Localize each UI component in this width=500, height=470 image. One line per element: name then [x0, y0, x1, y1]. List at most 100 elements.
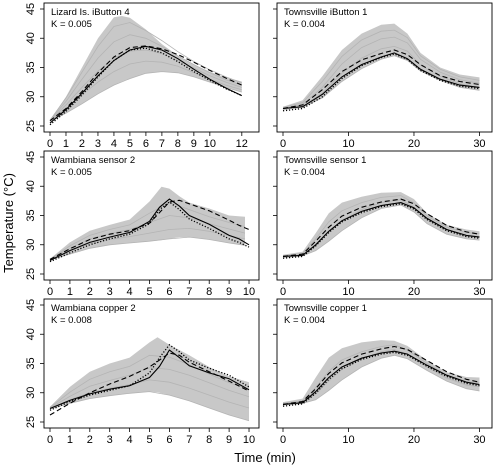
- figure-y-axis-label: Temperature (°C): [1, 173, 16, 273]
- ensemble-line: [282, 195, 480, 257]
- x-tick-label: 6: [166, 286, 172, 298]
- x-tick-label: 9: [191, 138, 197, 150]
- x-tick-label: 0: [280, 138, 286, 150]
- x-tick-label: 2: [87, 434, 93, 446]
- x-tick-label: 3: [107, 286, 113, 298]
- ensemble-line: [49, 379, 250, 409]
- ensemble-band: [283, 23, 480, 110]
- panel-title: Wambiana copper 2: [51, 303, 136, 314]
- ensemble-line: [49, 34, 242, 121]
- series-line-solid: [49, 349, 250, 410]
- ensemble-line: [49, 202, 246, 260]
- ensemble-line: [49, 391, 250, 422]
- ensemble-line: [282, 354, 480, 406]
- panel-title: Lizard Is. iButton 4: [51, 7, 130, 18]
- x-tick-label: 7: [186, 286, 192, 298]
- x-tick-label: 9: [226, 434, 232, 446]
- panel-annotation: K = 0.005: [51, 19, 92, 30]
- panel-title: Townsville sensor 1: [284, 155, 366, 166]
- series-line-dashed: [282, 49, 480, 110]
- panel-annotation: K = 0.004: [284, 315, 325, 326]
- x-tick-label: 2: [79, 138, 85, 150]
- ensemble-line: [282, 36, 480, 109]
- x-tick-label: 8: [206, 434, 212, 446]
- y-tick-label: 45: [25, 3, 37, 15]
- x-tick-label: 30: [473, 286, 485, 298]
- y-tick-label: 45: [25, 151, 37, 163]
- ensemble-line: [49, 71, 242, 122]
- chart-panel: 0 10 20 30 Townsville sensor 1K = 0.004: [273, 150, 493, 298]
- y-tick-label: 30: [25, 239, 37, 251]
- ensemble-band: [50, 16, 242, 122]
- x-tick-label: 30: [473, 434, 485, 446]
- x-tick-label: 0: [280, 286, 286, 298]
- x-tick-label: 4: [111, 138, 117, 150]
- x-tick-label: 10: [243, 434, 255, 446]
- panel-annotation: K = 0.008: [51, 315, 92, 326]
- y-tick-label: 30: [25, 91, 37, 103]
- y-tick-label: 25: [25, 120, 37, 132]
- series-line-dashed: [49, 45, 243, 122]
- series-line-solid: [49, 45, 243, 124]
- series-line-dotted: [282, 53, 480, 112]
- plot-area: [49, 186, 250, 263]
- x-tick-label: 7: [159, 138, 165, 150]
- chart-panel: 0 10 20 30 Townsville iButton 1K = 0.004: [273, 2, 493, 150]
- ensemble-line: [49, 236, 246, 261]
- x-tick-label: 12: [236, 138, 248, 150]
- series-line-dashed: [49, 199, 250, 260]
- ensemble-line: [282, 29, 480, 108]
- x-tick-label: 9: [226, 286, 232, 298]
- plot-area: [282, 340, 480, 407]
- panel-title: Townsville copper 1: [284, 303, 367, 314]
- x-tick-label: 3: [107, 434, 113, 446]
- y-tick-label: 35: [25, 61, 37, 73]
- panel-annotation: K = 0.004: [284, 19, 325, 30]
- x-tick-label: 8: [175, 138, 181, 150]
- x-tick-label: 0: [47, 286, 53, 298]
- series-line-solid: [49, 198, 250, 261]
- plot-area: [49, 337, 250, 422]
- x-tick-label: 5: [127, 138, 133, 150]
- x-tick-label: 20: [408, 286, 420, 298]
- x-tick-label: 30: [473, 138, 485, 150]
- y-tick-label: 40: [25, 328, 37, 340]
- x-tick-label: 5: [146, 286, 152, 298]
- x-tick-label: 1: [67, 286, 73, 298]
- x-tick-label: 1: [63, 138, 69, 150]
- ensemble-line: [282, 55, 480, 110]
- x-tick-label: 7: [186, 434, 192, 446]
- ensemble-line: [49, 49, 242, 121]
- x-tick-label: 8: [206, 286, 212, 298]
- x-tick-label: 4: [127, 286, 133, 298]
- y-tick-label: 40: [25, 180, 37, 192]
- x-tick-label: 2: [87, 286, 93, 298]
- series-line-dashed: [282, 345, 480, 405]
- panel-annotation: K = 0.005: [51, 167, 92, 178]
- ensemble-band: [283, 340, 480, 405]
- series-line-dashed: [282, 198, 480, 257]
- x-tick-label: 10: [342, 138, 354, 150]
- y-tick-label: 40: [25, 32, 37, 44]
- x-tick-label: 20: [408, 138, 420, 150]
- y-tick-label: 35: [25, 357, 37, 369]
- series-line-solid: [282, 202, 480, 257]
- ensemble-line: [282, 204, 480, 258]
- x-tick-label: 3: [95, 138, 101, 150]
- ensemble-line: [49, 227, 246, 261]
- ensemble-line: [282, 45, 480, 110]
- series-line-solid: [282, 52, 480, 110]
- chart-panel: 0 10 20 30 Townsville copper 1K = 0.004: [273, 298, 493, 446]
- y-tick-label: 35: [25, 209, 37, 221]
- x-tick-label: 10: [243, 286, 255, 298]
- series-line-dashed: [49, 352, 250, 416]
- plot-area: [282, 192, 480, 259]
- series-line-dotted: [49, 47, 243, 126]
- y-tick-label: 25: [25, 268, 37, 280]
- x-tick-label: 10: [342, 286, 354, 298]
- x-tick-label: 0: [47, 138, 53, 150]
- ensemble-band: [50, 337, 249, 421]
